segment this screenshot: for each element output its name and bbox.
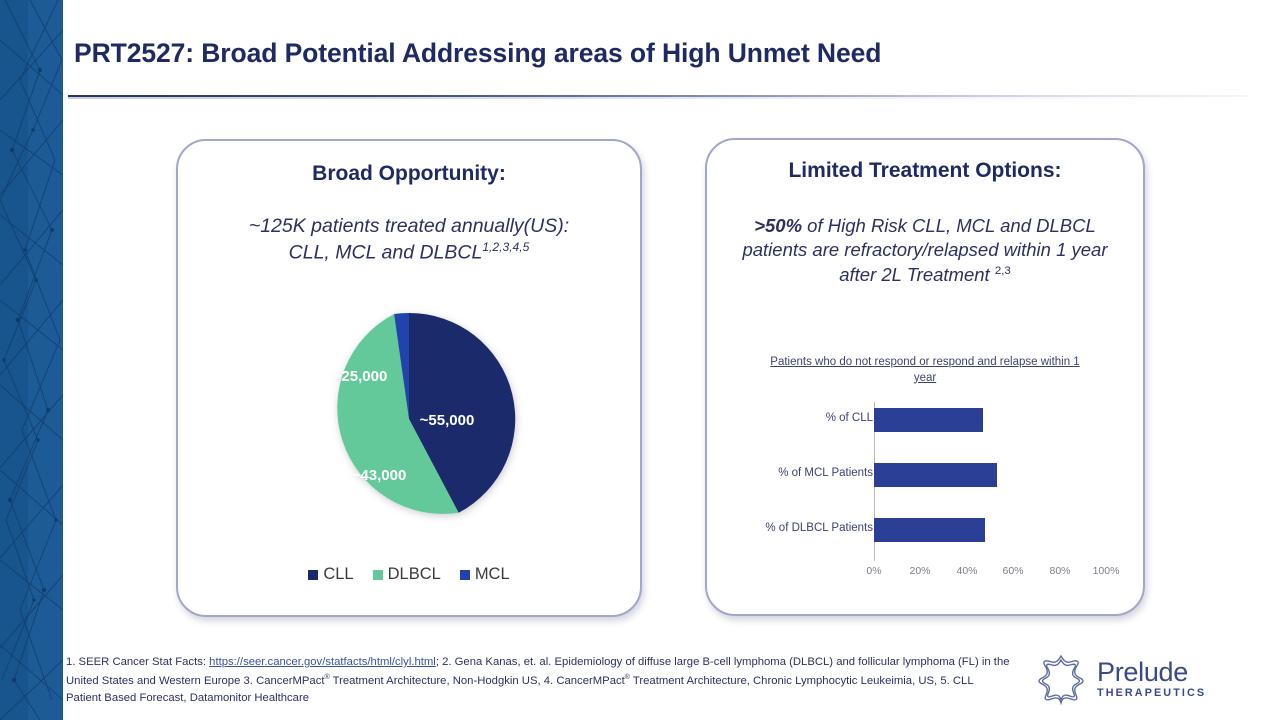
right-subtitle-superscript: 2,3: [994, 264, 1011, 277]
bar-row-mcl: % of MCL Patients: [725, 463, 1125, 487]
right-subtitle-bold: >50%: [754, 215, 803, 236]
prelude-therapeutics-logo: Prelude THERAPEUTICS: [1033, 648, 1233, 710]
pie-slice-cll: [409, 312, 516, 513]
bar-fill-cll: [874, 408, 983, 432]
bar-category-dlbcl: % of DLBCL Patients: [765, 522, 873, 534]
bar-chart-x-axis-ticks: 0% 20% 40% 60% 80% 100%: [866, 565, 1119, 581]
pie-chart-svg: ~55,000 ~43,000 ~25,000: [333, 312, 516, 514]
bar-chart: % of CLL % of MCL Patients % of DLBCL Pa…: [725, 402, 1125, 592]
legend-swatch-cll: [308, 569, 319, 580]
left-card-heading: Broad Opportunity:: [312, 162, 506, 185]
bar-row-cll: % of CLL: [725, 408, 1125, 432]
pie-label-cll: ~55,000: [420, 412, 475, 429]
logo-name: Prelude: [1097, 657, 1188, 688]
bar-tick-40: 40%: [956, 565, 978, 577]
left-card-subtitle: ~125K patients treated annually(US): CLL…: [178, 214, 640, 266]
pie-legend: CLL DLBCL MCL: [178, 565, 640, 584]
bar-tick-100: 100%: [1092, 565, 1120, 577]
legend-item-dlbcl: DLBCL: [372, 565, 441, 584]
right-card-subtitle: >50% of High Risk CLL, MCL and DLBCL pat…: [707, 214, 1143, 287]
legend-swatch-dlbcl: [372, 569, 383, 580]
broad-opportunity-card: Broad Opportunity: ~125K patients treate…: [176, 139, 642, 617]
logo-wordmark: Prelude THERAPEUTICS: [1097, 659, 1206, 699]
bar-tick-20: 20%: [909, 565, 931, 577]
seer-link[interactable]: https://seer.cancer.gov/statfacts/html/c…: [209, 656, 436, 668]
bar-category-mcl: % of MCL Patients: [778, 467, 873, 479]
pie-slice-mcl: [394, 312, 409, 419]
page-title: PRT2527: Broad Potential Addressing area…: [74, 38, 882, 68]
bar-row-dlbcl: % of DLBCL Patients: [725, 518, 1125, 542]
left-decorative-band: [0, 0, 63, 720]
footnote-part2: ; 2. Gena Kanas, et. al. Epidemiology of…: [66, 656, 1010, 687]
footnote-part3: Treatment Architecture, Non-Hodgkin US, …: [329, 674, 625, 687]
footnote-registered-2: ®: [624, 673, 630, 681]
bar-tick-80: 80%: [1049, 565, 1071, 577]
title-divider: [68, 95, 1248, 97]
footnote-part4: Treatment Architecture, Chronic Lymphocy…: [66, 674, 974, 705]
bar-chart-title-text: Patients who do not respond or respond a…: [770, 356, 1080, 384]
footnote-registered-1: ®: [324, 673, 330, 681]
prelude-starburst-icon: [1038, 654, 1084, 706]
pie-label-mcl: ~25,000: [333, 368, 388, 385]
title-divider-shadow: [68, 97, 1248, 99]
right-subtitle-rest: of High Risk CLL, MCL and DLBCL patients…: [742, 215, 1108, 285]
pie-label-dlbcl: ~43,000: [352, 467, 407, 484]
limited-treatment-options-card: Limited Treatment Options: >50% of High …: [705, 138, 1145, 616]
legend-label-mcl: MCL: [474, 565, 510, 583]
right-card-heading: Limited Treatment Options:: [788, 159, 1062, 182]
bar-chart-title: Patients who do not respond or respond a…: [770, 355, 1080, 386]
pie-slice-dlbcl: [337, 314, 459, 514]
left-subtitle-line2: CLL, MCL and DLBCL: [288, 241, 483, 264]
bar-tick-60: 60%: [1002, 565, 1024, 577]
legend-item-cll: CLL: [308, 565, 354, 584]
left-subtitle-line1: ~125K patients treated annually(US):: [248, 215, 570, 237]
pie-chart: ~55,000 ~43,000 ~25,000: [178, 303, 640, 553]
legend-swatch-mcl: [459, 569, 470, 580]
legend-label-cll: CLL: [323, 565, 354, 583]
network-pattern-graphic: [0, 0, 63, 720]
footnote-part1: 1. SEER Cancer Stat Facts:: [66, 656, 210, 668]
legend-label-dlbcl: DLBCL: [387, 565, 441, 583]
logo-tagline: THERAPEUTICS: [1097, 687, 1207, 700]
bar-category-cll: % of CLL: [825, 412, 873, 424]
bar-fill-dlbcl: [874, 518, 985, 542]
footnotes: 1. SEER Cancer Stat Facts: https://seer.…: [66, 654, 1011, 708]
bar-fill-mcl: [874, 463, 997, 487]
left-subtitle-superscript: 1,2,3,4,5: [482, 239, 530, 254]
legend-item-mcl: MCL: [459, 565, 510, 584]
bar-tick-0: 0%: [866, 565, 882, 577]
